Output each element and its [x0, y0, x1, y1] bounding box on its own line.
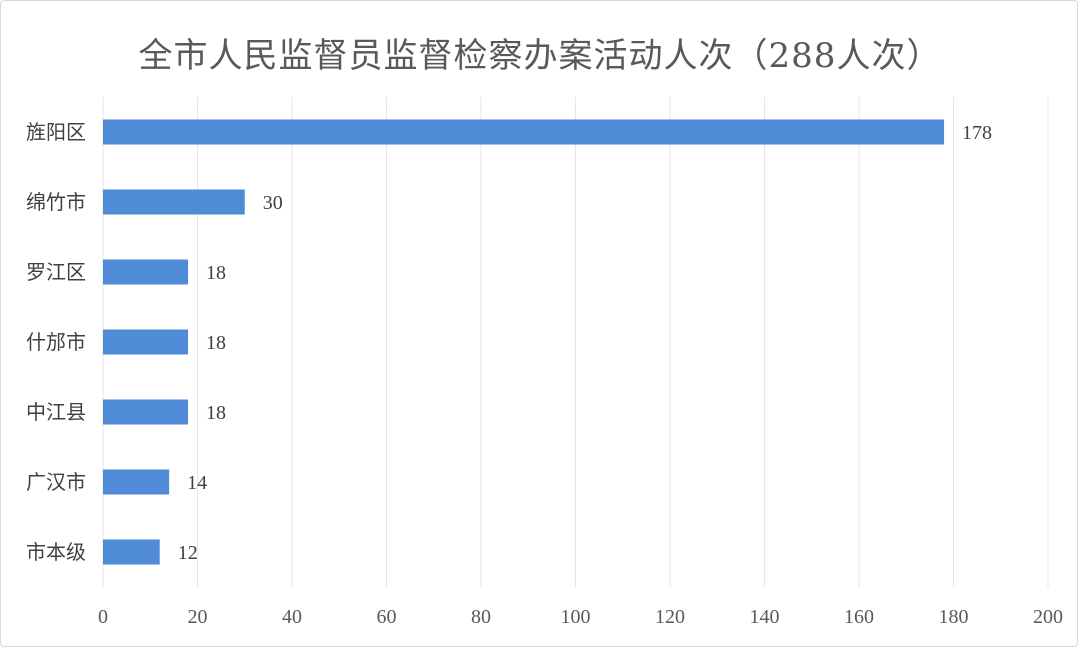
- x-tick-label: 60: [377, 606, 397, 628]
- x-tick-label: 100: [561, 606, 591, 628]
- gridlines: [102, 97, 1049, 587]
- category-label: 什邡市: [26, 330, 86, 354]
- bar-2: [103, 189, 245, 215]
- data-label: 18: [206, 332, 226, 354]
- x-tick-label: 140: [750, 606, 780, 628]
- bar-1: [103, 119, 945, 145]
- category-label: 旌阳区: [26, 120, 86, 144]
- data-label: 14: [187, 472, 207, 494]
- x-tick-label: 180: [939, 606, 969, 628]
- bar-5: [103, 399, 189, 425]
- data-label: 12: [178, 542, 198, 564]
- bars: [103, 119, 945, 565]
- category-label: 绵竹市: [26, 190, 86, 214]
- data-label: 178: [962, 122, 992, 144]
- chart-title: 全市人民监督员监督检察办案活动人次（288人次）: [138, 36, 942, 76]
- category-label: 中江县: [26, 400, 86, 424]
- x-tick-label: 0: [98, 606, 108, 628]
- labels: 0 20 40 60 80 100 120 140 160 180 200 旌阳区 178 绵竹市 30 罗江…: [26, 120, 1063, 628]
- bar-3: [103, 259, 189, 285]
- category-label: 广汉市: [26, 470, 86, 494]
- bar-7: [103, 539, 160, 565]
- x-tick-label: 200: [1033, 606, 1063, 628]
- bar-6: [103, 469, 170, 495]
- data-label: 30: [263, 192, 283, 214]
- data-label: 18: [206, 262, 226, 284]
- bar-4: [103, 329, 189, 355]
- category-label: 市本级: [26, 540, 86, 564]
- x-tick-label: 160: [844, 606, 874, 628]
- x-tick-label: 80: [471, 606, 491, 628]
- category-label: 罗江区: [26, 260, 86, 284]
- x-tick-label: 120: [655, 606, 685, 628]
- data-label: 18: [206, 402, 226, 424]
- x-tick-label: 20: [188, 606, 208, 628]
- x-tick-label: 40: [282, 606, 302, 628]
